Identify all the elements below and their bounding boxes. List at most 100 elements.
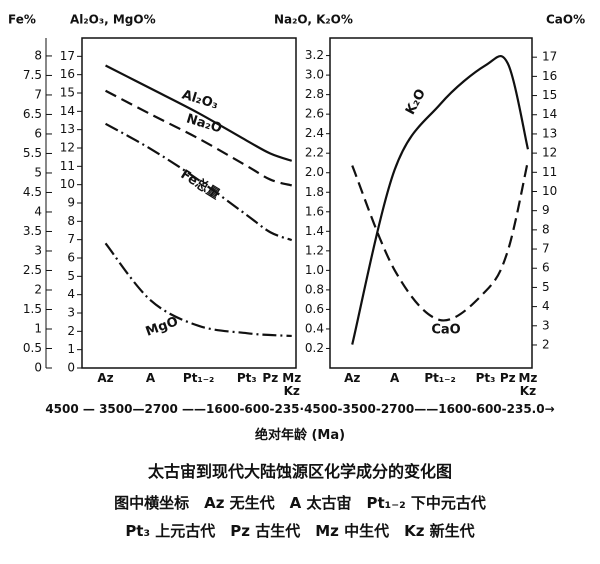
y-tick-label: 2.4	[305, 126, 324, 140]
x-tick-label: Mz Kz	[282, 371, 302, 398]
y-tick-label: 7.5	[23, 68, 42, 82]
y-tick-label: 5	[34, 165, 42, 179]
y-tick-label: 9	[67, 196, 75, 210]
y-tick-label: 17	[60, 49, 75, 63]
axis-title: Al₂O₃, MgO%	[70, 13, 156, 27]
x-tick-label: Pt₁₋₂	[182, 371, 215, 385]
x-tick-label: Az	[344, 371, 361, 385]
series-line	[105, 122, 293, 242]
y-tick-label: 4.5	[23, 185, 42, 199]
y-tick-label: 1.2	[305, 243, 324, 257]
y-tick-label: 12	[60, 141, 75, 155]
x-tick-label: Pz	[262, 371, 279, 385]
y-tick-label: 3.2	[305, 48, 324, 62]
y-tick-label: 16	[60, 67, 75, 81]
y-tick-label: 0.6	[305, 302, 324, 316]
series-label: Fe总量	[178, 166, 223, 202]
y-tick-label: 0	[67, 361, 75, 375]
y-tick-label: 12	[542, 146, 557, 160]
series-label: K₂O	[403, 87, 429, 118]
y-tick-label: 14	[542, 107, 557, 121]
y-tick-label: 1.4	[305, 224, 324, 238]
y-tick-label: 8	[542, 222, 550, 236]
right-panel-frame	[329, 37, 533, 369]
x-tick-label: A	[145, 371, 156, 385]
series-line	[351, 54, 530, 345]
y-tick-label: 3	[67, 306, 75, 320]
x-tick-label: Pt₃	[236, 371, 257, 385]
y-tick-label: 4	[67, 287, 75, 301]
series-line	[105, 64, 293, 162]
y-tick-label: 13	[542, 126, 557, 140]
y-tick-label: 6	[542, 261, 550, 275]
y-tick-label: 2.0	[305, 165, 324, 179]
y-tick-label: 6.5	[23, 107, 42, 121]
y-tick-label: 2	[542, 337, 550, 351]
y-tick-label: 11	[542, 165, 557, 179]
y-tick-label: 3	[542, 318, 550, 332]
y-tick-label: 3.0	[305, 68, 324, 82]
y-tick-label: 10	[542, 184, 557, 198]
y-tick-label: 15	[60, 86, 75, 100]
y-tick-label: 2	[67, 324, 75, 338]
y-tick-label: 1.0	[305, 263, 324, 277]
series-line	[104, 242, 292, 338]
series-label: Al₂O₃	[180, 87, 220, 112]
age-scale: 4500 — 3500—2700 ——1600-600-235·4500-350…	[45, 402, 555, 416]
left-panel-frame	[81, 37, 297, 369]
y-tick-label: 8	[34, 48, 42, 62]
y-tick-label: 16	[542, 69, 557, 83]
y-tick-label: 15	[542, 88, 557, 102]
y-tick-label: 2.6	[305, 107, 324, 121]
y-tick-label: 0.2	[305, 341, 324, 355]
y-tick-label: 0.5	[23, 341, 42, 355]
y-tick-label: 1.5	[23, 302, 42, 316]
y-tick-label: 0.4	[305, 321, 324, 335]
y-tick-label: 5.5	[23, 146, 42, 160]
y-tick-label: 1.8	[305, 185, 324, 199]
y-tick-label: 14	[60, 104, 75, 118]
y-tick-label: 5	[542, 280, 550, 294]
y-tick-label: 0.8	[305, 282, 324, 296]
y-tick-label: 7	[67, 232, 75, 246]
x-tick-label: A	[389, 371, 400, 385]
y-tick-label: 3.5	[23, 224, 42, 238]
caption-line: 图中横坐标 Az 无生代 A 太古宙 Pt₁₋₂ 下中元古代	[114, 494, 486, 512]
y-tick-label: 17	[542, 50, 557, 64]
y-tick-label: 11	[60, 159, 75, 173]
caption-line: Pt₃ 上元古代 Pz 古生代 Mz 中生代 Kz 新生代	[125, 522, 475, 540]
y-tick-label: 1.6	[305, 204, 324, 218]
y-tick-label: 7	[542, 242, 550, 256]
y-tick-label: 3	[34, 243, 42, 257]
y-tick-label: 0	[34, 361, 42, 375]
y-tick-label: 7	[34, 87, 42, 101]
x-tick-label: Mz Kz	[518, 371, 538, 398]
y-tick-label: 1	[67, 342, 75, 356]
y-tick-label: 2.2	[305, 146, 324, 160]
series-label: CaO	[431, 323, 460, 338]
y-tick-label: 10	[60, 177, 75, 191]
x-tick-label: Pt₃	[475, 371, 496, 385]
series-line	[351, 160, 530, 322]
x-tick-label: Pt₁₋₂	[424, 371, 456, 385]
y-tick-label: 4	[34, 204, 42, 218]
axis-title: CaO%	[546, 13, 585, 27]
y-tick-label: 13	[60, 122, 75, 136]
series-label: MgO	[144, 314, 180, 339]
y-tick-label: 9	[542, 203, 550, 217]
series-line	[105, 89, 293, 187]
y-tick-label: 1	[34, 321, 42, 335]
axis-title: Fe%	[8, 13, 36, 27]
x-tick-label: Az	[97, 371, 114, 385]
y-tick-label: 2.8	[305, 87, 324, 101]
axis-title: Na₂O, K₂O%	[274, 13, 353, 27]
y-tick-label: 6	[34, 126, 42, 140]
x-title: 绝对年龄 (Ma)	[254, 428, 346, 443]
y-tick-label: 8	[67, 214, 75, 228]
y-tick-label: 2	[34, 282, 42, 296]
y-tick-label: 4	[542, 299, 550, 313]
y-tick-label: 2.5	[23, 263, 42, 277]
y-tick-label: 5	[67, 269, 75, 283]
